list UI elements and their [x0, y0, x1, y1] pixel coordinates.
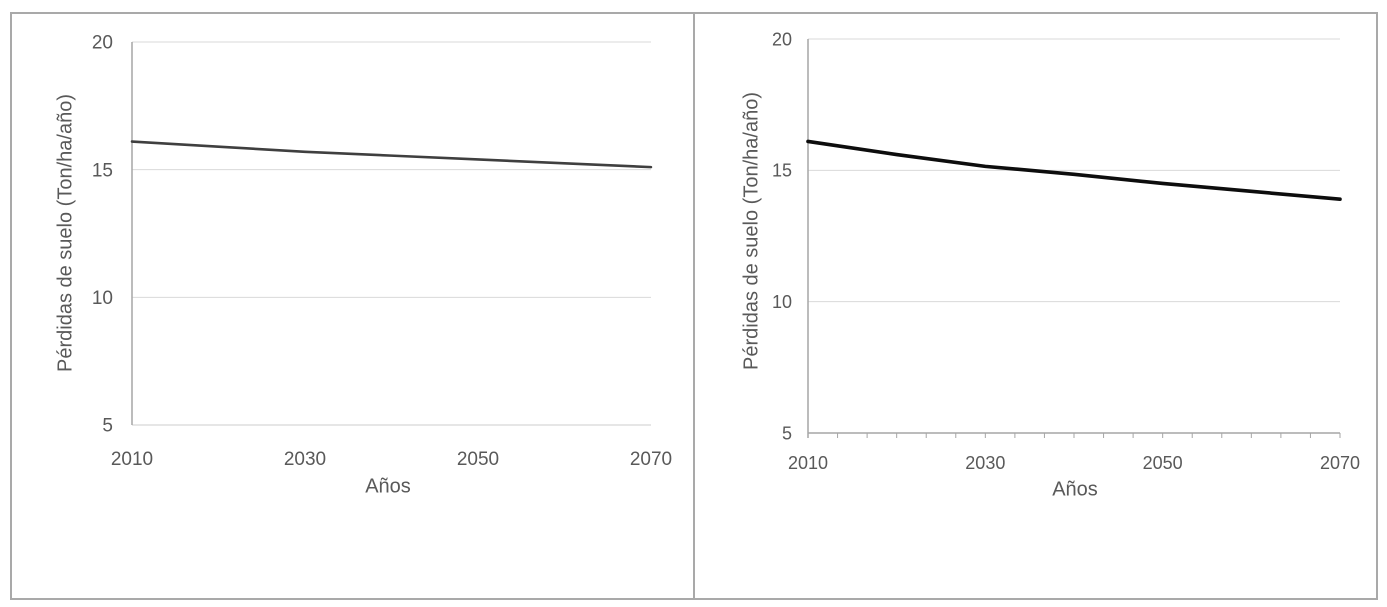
y-tick-label: 10 — [92, 288, 113, 309]
y-axis-title: Pérdidas de suelo (Ton/ha/año) — [740, 92, 763, 370]
data-series-line — [130, 140, 653, 169]
panel-divider — [693, 14, 695, 598]
y-tick-label: 5 — [782, 423, 792, 443]
y-tick-label: 5 — [102, 416, 113, 437]
x-tick-label: 2050 — [1143, 453, 1183, 473]
chart-panel-right: 5 10 15 20 2010 2030 2050 2070 Pérdidas de suel… — [695, 14, 1376, 598]
y-tick-label: 20 — [92, 33, 113, 54]
y-tick-label: 20 — [772, 29, 792, 49]
x-axis-title: Años — [1052, 478, 1098, 501]
y-tick-label: 15 — [772, 161, 792, 181]
line-chart-right: 5 10 15 20 2010 2030 2050 2070 — [772, 29, 1360, 473]
x-axis-title: Años — [365, 475, 411, 498]
data-series-line — [806, 139, 1342, 202]
line-chart-left: 5 10 15 20 2010 2030 2050 2070 — [92, 33, 672, 470]
x-tick-label: 2030 — [965, 453, 1005, 473]
y-tick-label: 10 — [772, 292, 792, 312]
x-tick-label: 2030 — [284, 449, 326, 470]
chart-panel-left: 5 10 15 20 2010 2030 2050 2070 Pérdidas de suel… — [12, 14, 693, 598]
two-chart-frame: 5 10 15 20 2010 2030 2050 2070 Pérdidas de suel… — [10, 12, 1378, 600]
x-tick-label: 2050 — [457, 449, 499, 470]
y-tick-label: 15 — [92, 160, 113, 181]
y-axis-title: Pérdidas de suelo (Ton/ha/año) — [54, 94, 77, 372]
x-tick-label: 2010 — [111, 449, 153, 470]
x-tick-label: 2070 — [1320, 453, 1360, 473]
x-tick-label: 2070 — [630, 449, 672, 470]
x-tick-label: 2010 — [788, 453, 828, 473]
